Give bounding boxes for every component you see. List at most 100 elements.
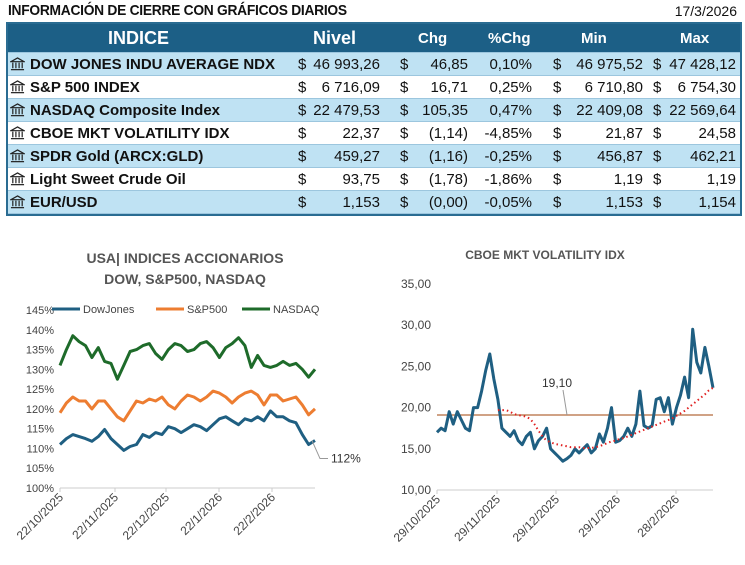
- chg-value: 16,71: [430, 78, 468, 96]
- min-value: 46 975,52: [576, 55, 643, 73]
- min-currency: $: [553, 101, 562, 119]
- index-name-text: DOW JONES INDU AVERAGE NDX: [30, 55, 276, 73]
- index-name-text: EUR/USD: [30, 193, 98, 211]
- last-value-annotation: 112%: [331, 452, 361, 466]
- table-row[interactable]: Light Sweet Crude Oil $ 93,75 $ (1,78) -…: [8, 168, 740, 191]
- index-name: NASDAQ Composite Index: [10, 99, 220, 121]
- x-tick-label: 28/2/2026: [634, 492, 682, 540]
- reference-label: 19,10: [542, 376, 572, 390]
- col-nivel: Nivel: [313, 27, 357, 48]
- chg-currency: $: [400, 193, 409, 211]
- pct-chg-value: 0,10%: [489, 55, 532, 73]
- nivel-value: 93,75: [342, 170, 380, 188]
- max-value: 6 754,30: [677, 78, 736, 96]
- index-name: CBOE MKT VOLATILITY IDX: [10, 122, 229, 144]
- equity-chart-title: USA| INDICES ACCIONARIOS DOW, S&P500, NA…: [40, 248, 330, 290]
- min-currency: $: [553, 55, 562, 73]
- y-tick-label: 105%: [26, 463, 54, 475]
- y-tick-label: 130%: [26, 364, 54, 376]
- max-currency: $: [653, 147, 662, 165]
- pct-chg-value: 0,25%: [489, 78, 532, 96]
- nivel-currency: $: [298, 147, 307, 165]
- chg-value: (1,14): [428, 124, 468, 142]
- max-currency: $: [653, 55, 662, 73]
- table-row[interactable]: EUR/USD $ 1,153 $ (0,00) -0,05% $ 1,153 …: [8, 191, 740, 214]
- col-chg: Chg: [418, 29, 448, 47]
- max-currency: $: [653, 124, 662, 142]
- bank-icon: [10, 194, 25, 208]
- table-row[interactable]: SPDR Gold (ARCX:GLD) $ 459,27 $ (1,16) -…: [8, 145, 740, 168]
- index-name: DOW JONES INDU AVERAGE NDX: [10, 53, 275, 75]
- table-row[interactable]: CBOE MKT VOLATILITY IDX $ 22,37 $ (1,14)…: [8, 122, 740, 145]
- chg-currency: $: [400, 78, 409, 96]
- y-tick-label: 100%: [26, 483, 54, 495]
- min-currency: $: [553, 193, 562, 211]
- x-tick-label: 29/12/2025: [510, 492, 563, 545]
- series-line-vix: [435, 327, 715, 463]
- equity-chart-title-line2: DOW, S&P500, NASDAQ: [104, 271, 266, 287]
- chg-value: 105,35: [422, 101, 468, 119]
- index-name-text: Light Sweet Crude Oil: [30, 170, 186, 188]
- max-value: 47 428,12: [669, 55, 736, 73]
- y-tick-label: 10,00: [401, 483, 431, 497]
- pct-chg-value: 0,47%: [489, 101, 532, 119]
- annotation-leader-line: [311, 440, 328, 460]
- y-tick-label: 25,00: [401, 359, 431, 373]
- min-currency: $: [553, 147, 562, 165]
- max-value: 22 569,64: [669, 101, 736, 119]
- nivel-value: 6 716,09: [321, 78, 380, 96]
- y-tick-label: 110%: [27, 443, 55, 455]
- table-header: INDICE Nivel Chg %Chg Min Max: [8, 24, 740, 53]
- min-value: 6 710,80: [584, 78, 643, 96]
- y-tick-label: 140%: [26, 325, 54, 337]
- y-tick-label: 125%: [26, 384, 54, 396]
- nivel-value: 1,153: [342, 193, 380, 211]
- chg-value: (0,00): [428, 193, 468, 211]
- table-row[interactable]: S&P 500 INDEX $ 6 716,09 $ 16,71 0,25% $…: [8, 76, 740, 99]
- index-name-text: NASDAQ Composite Index: [30, 101, 221, 119]
- x-tick-label: 22/12/2025: [120, 490, 173, 543]
- y-tick-label: 120%: [26, 404, 54, 416]
- min-value: 1,19: [613, 170, 643, 188]
- reference-leader-line: [562, 389, 568, 416]
- report-date: 17/3/2026: [674, 3, 737, 19]
- min-value: 21,87: [605, 124, 643, 142]
- chg-value: 46,85: [430, 55, 468, 73]
- x-tick-label: 22/2/2026: [230, 490, 278, 538]
- min-currency: $: [553, 78, 562, 96]
- vix-chart-title: CBOE MKT VOLATILITY IDX: [465, 248, 625, 262]
- chg-currency: $: [400, 170, 409, 188]
- chg-value: (1,78): [428, 170, 468, 188]
- bank-icon: [10, 125, 25, 139]
- col-pct: %Chg: [488, 29, 531, 47]
- col-min: Min: [581, 29, 607, 47]
- bank-icon: [10, 171, 25, 185]
- max-value: 1,154: [698, 193, 736, 211]
- equity-chart-title-line1: USA| INDICES ACCIONARIOS: [86, 250, 284, 266]
- min-value: 456,87: [597, 147, 643, 165]
- nivel-currency: $: [298, 124, 307, 142]
- pct-chg-value: -1,86%: [484, 170, 532, 188]
- min-value: 22 409,08: [576, 101, 643, 119]
- vix-chart: 10,00 15,00 20,00 25,00 30,00 35,00 29/10/2025…: [391, 277, 715, 545]
- table-row[interactable]: DOW JONES INDU AVERAGE NDX $ 46 993,26 $…: [8, 53, 740, 76]
- series-line-sp500: [58, 389, 317, 423]
- bank-icon: [10, 148, 25, 162]
- chg-currency: $: [400, 55, 409, 73]
- max-currency: $: [653, 101, 662, 119]
- nivel-value: 459,27: [334, 147, 380, 165]
- max-value: 24,58: [698, 124, 736, 142]
- max-currency: $: [653, 78, 662, 96]
- pct-chg-value: -0,05%: [484, 193, 532, 211]
- pct-chg-value: -0,25%: [484, 147, 532, 165]
- index-name: S&P 500 INDEX: [10, 76, 140, 98]
- index-name: SPDR Gold (ARCX:GLD): [10, 145, 203, 167]
- nivel-value: 46 993,26: [313, 55, 380, 73]
- nivel-currency: $: [298, 170, 307, 188]
- table-row[interactable]: NASDAQ Composite Index $ 22 479,53 $ 105…: [8, 99, 740, 122]
- legend-label: DowJones: [83, 304, 135, 316]
- nivel-currency: $: [298, 101, 307, 119]
- x-tick-label: 29/10/2025: [391, 492, 444, 545]
- y-tick-label: 135%: [26, 345, 54, 357]
- x-tick-label: 22/11/2025: [69, 490, 121, 542]
